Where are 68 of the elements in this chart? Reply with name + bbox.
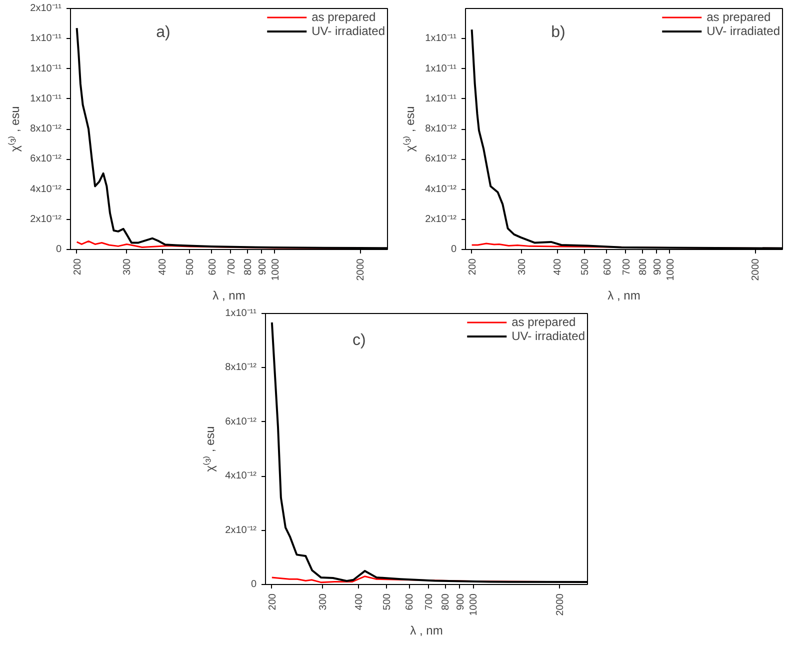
y-tick-label: 0 [450,244,457,255]
y-tick-label: 4x10⁻¹² [425,184,458,195]
x-axis-title: λ , nm [410,624,443,638]
x-tick-label: 600 [207,258,218,276]
y-tick-label: 6x10⁻¹² [225,416,258,428]
y-tick-label: 2x10⁻¹¹ [30,3,62,14]
x-tick-label: 300 [122,258,134,276]
y-tick-label: 1x10⁻¹¹ [30,33,62,44]
y-axis-title: χ⁽³⁾ , esu [203,426,218,472]
x-tick-label: 800 [638,258,649,276]
x-tick-label: 200 [72,258,84,276]
y-tick-label: 1x10⁻¹¹ [225,308,258,319]
y-tick-label: 8x10⁻¹² [30,124,62,134]
x-tick-label: 400 [158,258,169,276]
x-tick-label: 1000 [665,258,676,281]
x-tick-label: 300 [517,258,528,276]
x-tick-label: 400 [552,258,564,276]
annotation: b) [551,24,566,42]
annotation: a) [156,24,170,42]
y-tick-label: 1x10⁻¹¹ [425,93,458,104]
x-tick-label: 600 [602,258,614,276]
x-tick-label: 200 [467,258,478,276]
x-tick-label: 1000 [468,593,480,616]
y-tick-label: 2x10⁻¹² [30,214,62,225]
x-tick-label: 800 [440,593,452,610]
legend-label: as prepared [512,315,576,329]
legend-label: as prepared [706,10,771,24]
y-tick-label: 8x10⁻¹² [225,362,258,374]
y-tick-label: 0 [250,579,257,590]
y-tick-label: 0 [56,244,62,255]
x-tick-label: 2000 [356,258,367,281]
x-tick-label: 900 [652,258,664,276]
x-tick-label: 200 [267,593,278,610]
x-tick-label: 2000 [555,593,566,616]
y-axis-title: χ⁽³⁾ , esu [8,106,22,152]
x-tick-label: 500 [382,593,393,610]
x-tick-label: 700 [226,258,238,276]
x-tick-label: 1000 [270,258,282,281]
x-tick-label: 500 [580,258,592,276]
x-axis-title: λ , nm [212,288,246,303]
y-tick-label: 4x10⁻¹² [225,470,258,482]
x-tick-label: 500 [185,258,196,276]
legend-label: UV- irradiated [312,24,385,38]
y-tick-label: 2x10⁻¹² [425,214,458,225]
legend-label: as prepared [312,10,376,24]
x-tick-label: 400 [354,593,366,610]
y-tick-label: 1x10⁻¹¹ [30,63,62,74]
x-tick-label: 900 [257,258,268,276]
y-tick-label: 1x10⁻¹¹ [425,33,458,44]
x-tick-label: 300 [318,593,330,610]
y-axis-title: χ⁽³⁾ , esu [403,106,418,152]
x-axis-title: λ , nm [608,288,640,303]
y-tick-label: 1x10⁻¹¹ [30,93,62,104]
x-tick-label: 700 [621,258,632,276]
legend-label: UV- irradiated [512,329,585,343]
y-tick-label: 1x10⁻¹¹ [425,63,458,74]
y-tick-label: 6x10⁻¹² [425,154,458,165]
annotation: c) [352,332,366,350]
x-tick-label: 800 [242,258,254,276]
y-tick-label: 8x10⁻¹² [425,124,458,134]
legend-label: UV- irradiated [706,24,780,38]
y-tick-label: 6x10⁻¹² [30,154,62,165]
y-tick-label: 4x10⁻¹² [30,184,62,195]
x-tick-label: 2000 [750,258,762,281]
x-tick-label: 900 [455,593,466,610]
y-tick-label: 2x10⁻¹² [225,524,258,536]
x-tick-label: 600 [404,593,416,610]
x-tick-label: 700 [424,593,435,610]
